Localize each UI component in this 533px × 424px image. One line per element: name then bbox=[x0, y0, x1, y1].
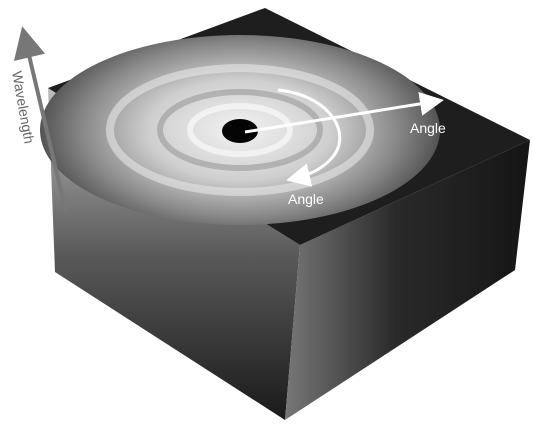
radial-angle-label: Angle bbox=[410, 120, 446, 136]
azimuthal-angle-label: Angle bbox=[288, 191, 324, 207]
data-cube bbox=[40, 8, 530, 420]
diagram: Wavelength Angle Angle bbox=[0, 0, 533, 424]
